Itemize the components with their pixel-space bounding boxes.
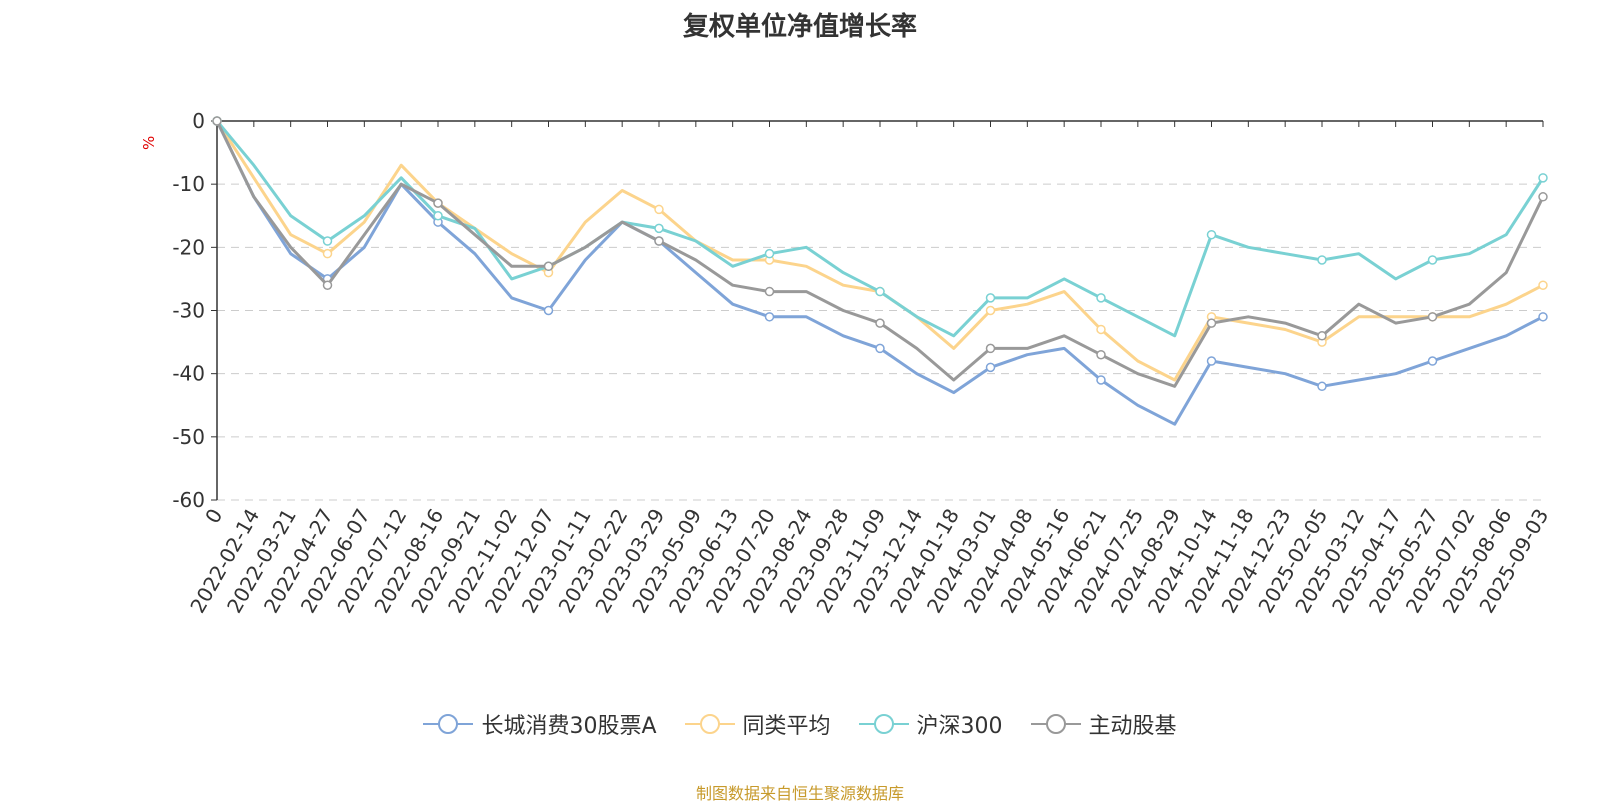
data-point (212, 116, 222, 126)
y-tick-label: -10 (172, 172, 205, 196)
legend-item-2[interactable]: 沪深300 (858, 708, 1003, 740)
data-point (322, 248, 333, 259)
data-point (543, 261, 554, 272)
data-point (1096, 375, 1106, 385)
data-point (764, 312, 775, 322)
data-point (1206, 356, 1217, 366)
data-point (543, 305, 554, 316)
data-point (1538, 173, 1548, 183)
data-point (1096, 293, 1106, 303)
data-point (1317, 255, 1327, 265)
chart-title: 复权单位净值增长率 (682, 12, 917, 42)
data-point (322, 236, 333, 246)
data-point (875, 286, 885, 297)
y-tick-label: -20 (172, 235, 205, 259)
data-point (322, 280, 333, 290)
data-point (654, 236, 664, 246)
data-point (1538, 280, 1548, 290)
legend-marker-icon (684, 714, 735, 734)
y-tick-label: 0 (192, 109, 205, 133)
data-point (1096, 324, 1106, 335)
data-point (433, 211, 443, 221)
data-point (985, 293, 996, 303)
data-point (985, 305, 996, 316)
source-note: 制图数据来自恒生聚源数据库 (695, 784, 904, 803)
data-point (1427, 255, 1438, 265)
series-0 (212, 116, 1548, 426)
legend-marker-icon (858, 714, 909, 734)
legend-item-1[interactable]: 同类平均 (684, 708, 831, 740)
line-chart: 0-10-20-30-40-50-6002022-02-142022-03-21… (172, 109, 1553, 617)
x-tick-label: 0 (200, 505, 227, 528)
data-point (1317, 331, 1327, 341)
legend-label: 主动股基 (1088, 714, 1177, 739)
legend-marker-icon (423, 714, 474, 734)
legend-item-3[interactable]: 主动股基 (1030, 708, 1177, 740)
data-point (764, 286, 775, 297)
data-point (1538, 312, 1548, 322)
legend-item-0[interactable]: 长城消费30股票A (423, 708, 657, 740)
data-point (433, 198, 443, 208)
data-point (654, 204, 664, 215)
series-3 (212, 116, 1548, 388)
data-point (1317, 381, 1327, 392)
legend-label: 长城消费30股票A (481, 714, 657, 739)
series-line (215, 120, 1544, 426)
legend: 长城消费30股票A 同类平均 沪深300 主动股基 (0, 708, 1600, 740)
series-1 (212, 116, 1548, 382)
data-point (1427, 312, 1438, 322)
y-tick-label: -60 (172, 488, 205, 512)
data-point (654, 223, 664, 234)
y-tick-label: -30 (172, 299, 205, 323)
data-point (1427, 356, 1438, 366)
legend-label: 同类平均 (742, 714, 831, 739)
data-point (985, 362, 996, 373)
data-point (985, 343, 996, 354)
data-point (1538, 192, 1548, 202)
data-point (1096, 349, 1106, 360)
data-point (1206, 318, 1217, 328)
data-point (764, 248, 775, 259)
series-2 (212, 116, 1548, 338)
legend-label: 沪深300 (916, 714, 1003, 739)
legend-marker-icon (1030, 714, 1081, 734)
data-point (1206, 229, 1217, 240)
data-point (875, 318, 885, 328)
y-tick-label: -40 (172, 362, 205, 386)
series-line (215, 120, 1545, 338)
y-tick-label: -50 (172, 425, 205, 449)
data-point (875, 343, 885, 354)
series-line (215, 120, 1544, 382)
